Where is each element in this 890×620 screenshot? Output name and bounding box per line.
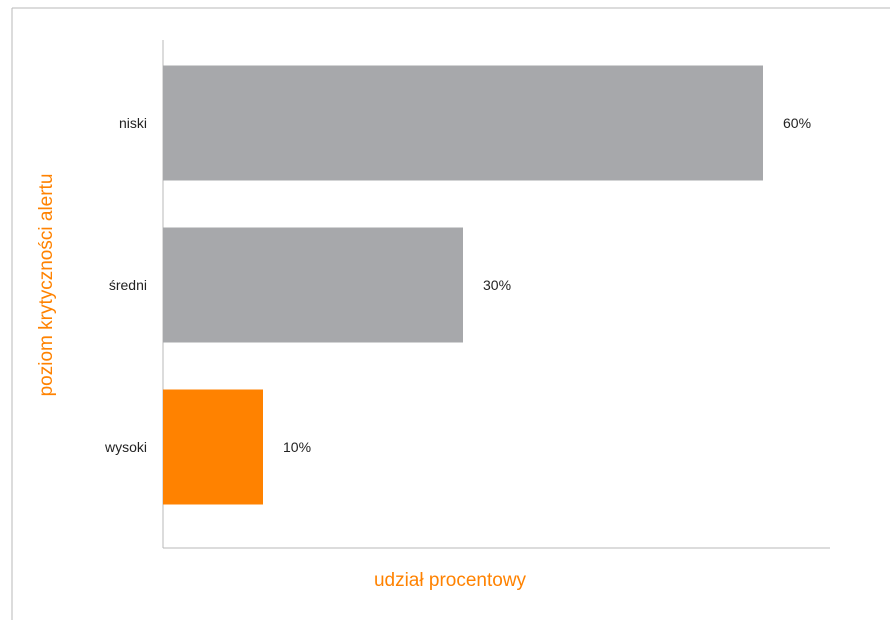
bar-niski	[163, 65, 763, 181]
category-label-niski: niski	[119, 115, 147, 131]
x-axis-title: udział procentowy	[374, 570, 527, 591]
value-label-wysoki: 10%	[283, 439, 311, 455]
bars-group: niski 60% średni 30% wysoki 10%	[104, 65, 811, 505]
value-label-niski: 60%	[783, 115, 811, 131]
category-label-sredni: średni	[109, 277, 147, 293]
bar-wysoki	[163, 389, 263, 505]
value-label-sredni: 30%	[483, 277, 511, 293]
bar-sredni	[163, 227, 463, 343]
category-label-wysoki: wysoki	[104, 439, 147, 455]
y-axis-title: poziom krytyczności alertu	[36, 174, 57, 397]
